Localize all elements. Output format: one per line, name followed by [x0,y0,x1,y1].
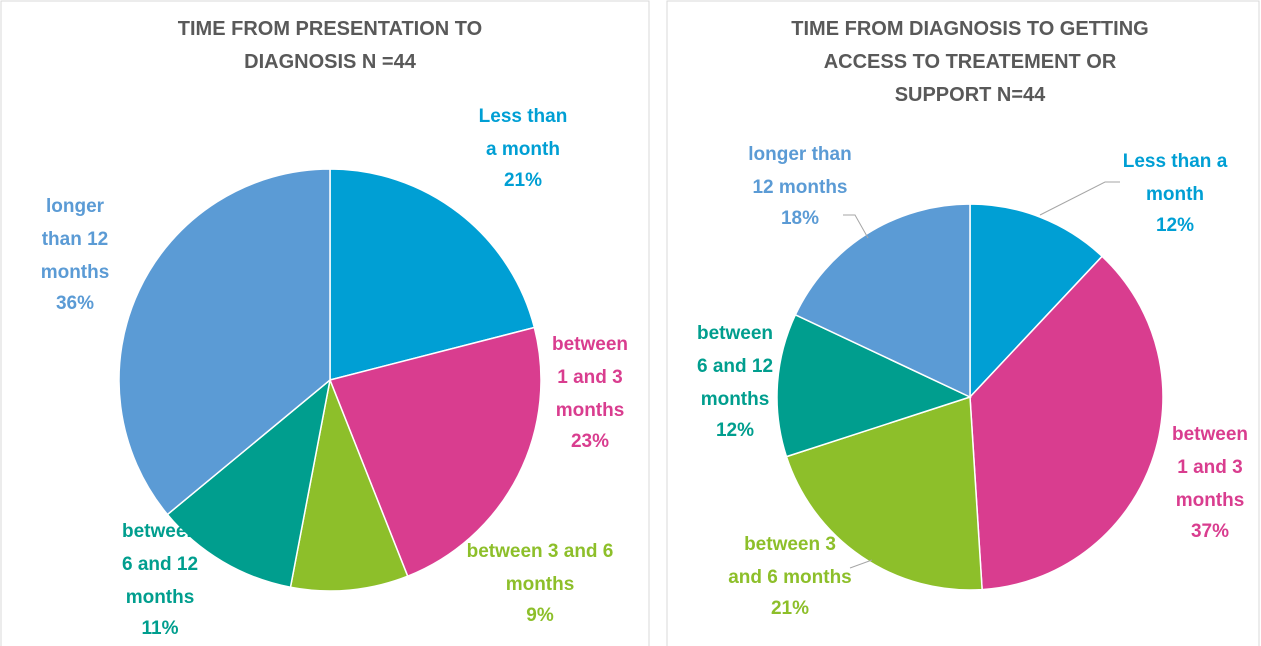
text-line: SUPPORT N=44 [895,84,1046,106]
text-line: 6 and 12 [122,554,198,575]
slice-value-label: 18% [781,208,819,229]
text-line: month [1146,184,1204,205]
text-line: months [1176,490,1245,511]
text-line: longer than [748,144,851,165]
leader-line [849,559,873,569]
slice-value-label: 11% [142,618,179,639]
slice-label: between 6 and 12 months [697,323,773,410]
slice-label: between 6 and 12 months [122,521,198,608]
pie-slice [329,168,536,381]
slice-label: longer than 12 months [41,196,110,283]
slice-label: between 1 and 3 months [552,334,628,421]
slice-label: longer than 12 months [748,144,851,198]
chart-title: TIME FROM DIAGNOSIS TO GETTING ACCESS TO … [791,18,1148,106]
text-line: between [697,323,773,344]
text-line: 6 and 12 [697,356,773,377]
text-line: 1 and 3 [557,367,622,388]
pie-slice [776,313,973,458]
text-line: between 3 and 6 [467,541,614,562]
text-line: 12 months [752,177,847,198]
panel-border [0,0,650,646]
slice-value-label: 36% [56,293,94,314]
text-line: months [701,389,770,410]
pie-slice [289,377,409,592]
text-line: months [126,587,195,608]
pie-slice [785,395,983,591]
pie-slice [794,203,971,399]
slice-label: Less than a month [479,106,568,160]
text-line: a month [486,139,560,160]
text-line: months [556,400,625,421]
text-line: between [552,334,628,355]
text-line: TIME FROM PRESENTATION TO [178,18,482,40]
text-line: than 12 [42,229,109,250]
slice-label: between 3 and 6 months [728,534,852,588]
slice-value-label: 21% [504,170,542,191]
text-line: 1 and 3 [1177,457,1242,478]
text-line: months [506,574,575,595]
text-line: Less than a [1123,151,1228,172]
pie-slice [166,378,332,589]
slice-value-label: 12% [716,420,754,441]
pie-slice [328,326,542,578]
text-line: between [122,521,198,542]
slice-value-label: 9% [526,605,554,626]
text-line: Less than [479,106,568,127]
charts: TIME FROM PRESENTATION TO DIAGNOSIS N =44… [41,18,1248,639]
slice-label: between 1 and 3 months [1172,424,1248,511]
text-line: longer [46,196,105,217]
leader-line [1039,181,1120,216]
text-line: ACCESS TO TREATEMENT OR [824,51,1117,73]
pie-slice [969,255,1164,591]
slice-value-label: 23% [571,431,609,452]
text-line: between [1172,424,1248,445]
slice-label: between 3 and 6 months [467,541,614,595]
pie-slice [118,168,331,516]
panel-border [666,0,1260,646]
pie-slice [969,203,1104,399]
text-line: months [41,262,110,283]
slice-value-label: 21% [771,598,809,619]
leader-line [843,214,869,239]
text-line: DIAGNOSIS N =44 [244,51,417,73]
chart-title: TIME FROM PRESENTATION TO DIAGNOSIS N =44 [178,18,482,73]
slice-value-label: 37% [1191,521,1229,542]
slice-value-label: 12% [1156,215,1194,236]
text-line: TIME FROM DIAGNOSIS TO GETTING [791,18,1148,40]
text-line: and 6 months [728,567,852,588]
text-line: between 3 [744,534,836,555]
slice-label: Less than a month [1123,151,1228,205]
